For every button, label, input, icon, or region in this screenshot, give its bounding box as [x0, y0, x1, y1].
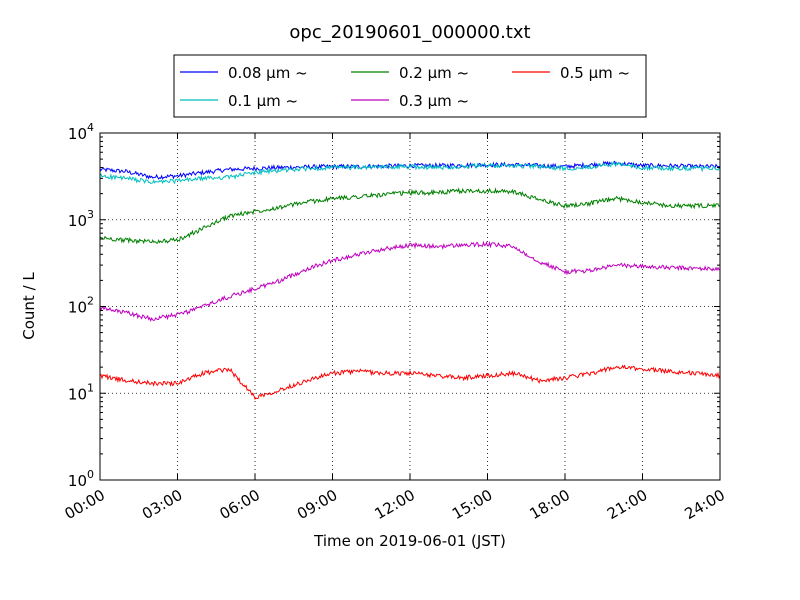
legend-label: 0.5 μm ~ [560, 64, 630, 82]
y-tick-label: 104 [68, 121, 94, 143]
legend-box [173, 54, 647, 118]
y-tick-label: 100 [68, 468, 94, 490]
legend: 0.08 μm ~ 0.1 μm ~ 0.2 μm ~ 0.3 μm ~ 0.5 μm … [173, 54, 647, 118]
y-tick-label: 102 [68, 295, 94, 317]
legend-label: 0.1 μm ~ [228, 92, 298, 110]
series-line-4 [99, 364, 721, 400]
chart-title: opc_20190601_000000.txt [289, 22, 530, 43]
axis-ticks [99, 132, 721, 481]
series-line-1 [99, 161, 721, 185]
x-tick-label: 21:00 [604, 486, 650, 523]
x-axis-label: Time on 2019-06-01 (JST) [313, 532, 506, 550]
x-tick-label: 24:00 [682, 486, 728, 523]
y-tick-labels: 100 101 102 103 104 [68, 121, 94, 490]
x-tick-label: 09:00 [294, 486, 340, 523]
series-line-2 [99, 187, 721, 245]
y-tick-label: 101 [68, 381, 94, 403]
grid [100, 133, 720, 480]
legend-label: 0.2 μm ~ [399, 64, 469, 82]
y-tick-label: 103 [68, 208, 94, 230]
x-tick-label: 00:00 [62, 486, 108, 523]
series-line-3 [99, 240, 721, 322]
x-tick-label: 06:00 [217, 486, 263, 523]
x-tick-labels: 00:00 03:00 06:00 09:00 12:00 15:00 18:00 21:00… [62, 486, 728, 523]
x-tick-label: 15:00 [449, 486, 495, 523]
x-tick-label: 03:00 [139, 486, 185, 523]
y-axis-label: Count / L [20, 272, 38, 340]
legend-label: 0.08 μm ~ [228, 64, 308, 82]
x-tick-label: 12:00 [372, 486, 418, 523]
series-line-0 [99, 160, 720, 180]
legend-label: 0.3 μm ~ [399, 92, 469, 110]
x-tick-label: 18:00 [527, 486, 573, 523]
plot-series [99, 160, 721, 400]
